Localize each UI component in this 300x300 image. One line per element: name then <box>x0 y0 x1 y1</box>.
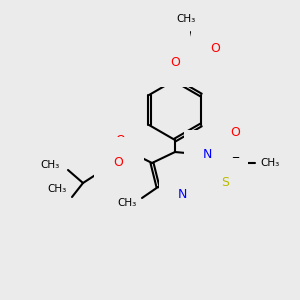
Text: CH₃: CH₃ <box>118 198 137 208</box>
Text: O: O <box>115 134 125 146</box>
Text: CH₃: CH₃ <box>41 160 60 170</box>
Text: O: O <box>210 41 220 55</box>
Text: N: N <box>202 148 212 161</box>
Text: CH₃: CH₃ <box>176 14 196 24</box>
Text: CH₃: CH₃ <box>260 158 279 168</box>
Text: O: O <box>170 56 180 68</box>
Text: O: O <box>113 155 123 169</box>
Text: O: O <box>230 125 240 139</box>
Text: N: N <box>177 188 187 200</box>
Text: S: S <box>221 176 229 190</box>
Text: CH₃: CH₃ <box>48 184 67 194</box>
